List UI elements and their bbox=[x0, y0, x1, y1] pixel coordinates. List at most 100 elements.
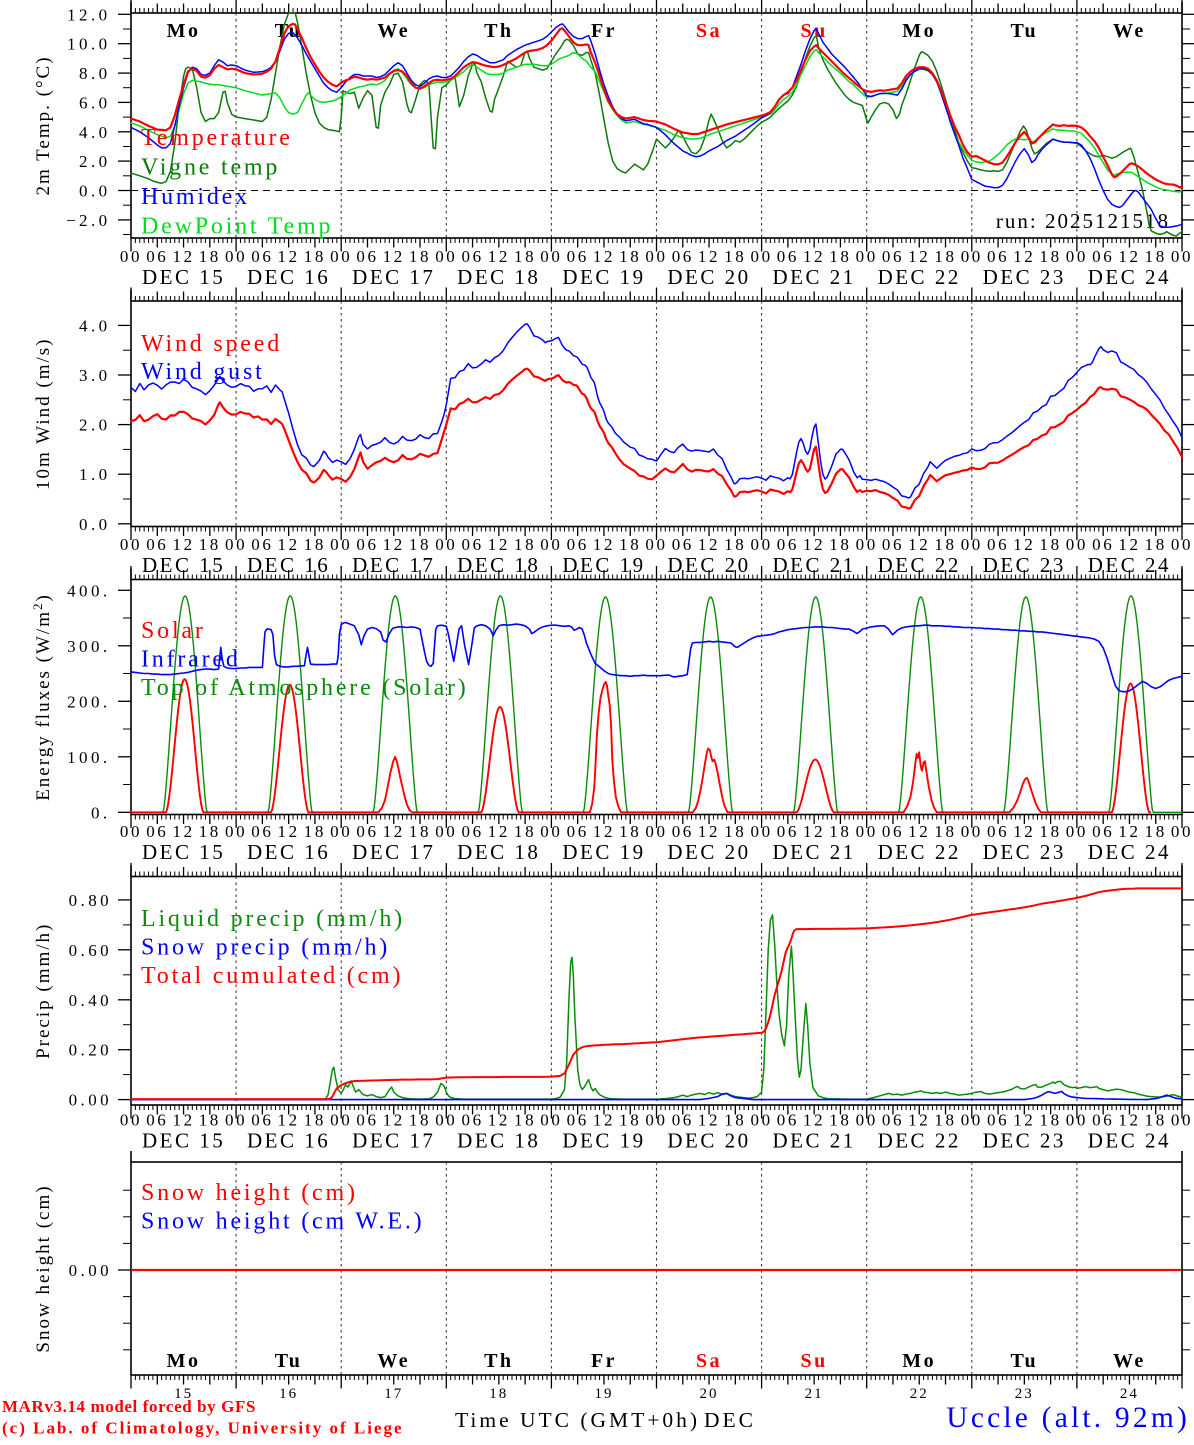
svg-text:18: 18 bbox=[934, 822, 956, 841]
svg-text:12: 12 bbox=[908, 1111, 930, 1130]
svg-text:18: 18 bbox=[199, 247, 221, 266]
svg-text:06: 06 bbox=[567, 1111, 589, 1130]
svg-text:Wind gust: Wind gust bbox=[141, 359, 265, 385]
svg-text:18: 18 bbox=[724, 1111, 746, 1130]
svg-text:DEC 23: DEC 23 bbox=[983, 840, 1066, 864]
svg-text:18: 18 bbox=[1145, 535, 1167, 554]
svg-text:2m Temp. (°C): 2m Temp. (°C) bbox=[33, 55, 54, 195]
svg-text:DewPoint Temp: DewPoint Temp bbox=[141, 214, 333, 240]
svg-text:06: 06 bbox=[356, 535, 378, 554]
svg-text:18: 18 bbox=[409, 247, 431, 266]
svg-text:18: 18 bbox=[1039, 247, 1061, 266]
svg-text:400.: 400. bbox=[67, 581, 110, 600]
svg-text:06: 06 bbox=[1092, 1111, 1114, 1130]
svg-text:3.0: 3.0 bbox=[79, 366, 110, 385]
svg-text:18: 18 bbox=[304, 247, 326, 266]
svg-text:DEC 20: DEC 20 bbox=[667, 1129, 750, 1153]
svg-text:06: 06 bbox=[251, 247, 273, 266]
svg-text:00: 00 bbox=[435, 535, 457, 554]
svg-text:06: 06 bbox=[567, 247, 589, 266]
svg-text:1.0: 1.0 bbox=[79, 465, 110, 484]
svg-text:00: 00 bbox=[1066, 1111, 1088, 1130]
svg-text:DEC 24: DEC 24 bbox=[1088, 840, 1171, 864]
svg-text:12: 12 bbox=[277, 535, 299, 554]
svg-text:06: 06 bbox=[882, 822, 904, 841]
svg-text:18: 18 bbox=[514, 822, 536, 841]
svg-text:Tu: Tu bbox=[275, 20, 303, 42]
svg-text:We: We bbox=[377, 1350, 410, 1372]
svg-text:DEC 23: DEC 23 bbox=[983, 553, 1066, 577]
svg-text:00: 00 bbox=[330, 1111, 352, 1130]
svg-text:DEC 19: DEC 19 bbox=[562, 1129, 645, 1153]
svg-text:12: 12 bbox=[172, 822, 194, 841]
svg-text:18: 18 bbox=[1039, 535, 1061, 554]
svg-text:DEC 18: DEC 18 bbox=[457, 553, 540, 577]
svg-text:18: 18 bbox=[724, 535, 746, 554]
svg-text:06: 06 bbox=[882, 535, 904, 554]
svg-text:0.00: 0.00 bbox=[69, 1261, 112, 1280]
svg-text:00: 00 bbox=[330, 535, 352, 554]
svg-text:Energy fluxes (W/m2): Energy fluxes (W/m2) bbox=[30, 593, 55, 801]
svg-text:run: 2025121518: run: 2025121518 bbox=[996, 209, 1170, 233]
svg-text:Tu: Tu bbox=[1010, 1350, 1038, 1372]
svg-text:00: 00 bbox=[120, 247, 142, 266]
svg-text:0.40: 0.40 bbox=[69, 991, 112, 1010]
svg-text:12: 12 bbox=[1013, 535, 1035, 554]
svg-text:18: 18 bbox=[199, 822, 221, 841]
svg-text:06: 06 bbox=[251, 822, 273, 841]
svg-text:00: 00 bbox=[1066, 822, 1088, 841]
svg-text:18: 18 bbox=[304, 1111, 326, 1130]
svg-text:12: 12 bbox=[698, 535, 720, 554]
svg-text:12: 12 bbox=[172, 247, 194, 266]
svg-text:18: 18 bbox=[724, 822, 746, 841]
svg-text:8.0: 8.0 bbox=[79, 64, 110, 83]
svg-text:00: 00 bbox=[856, 1111, 878, 1130]
svg-text:18: 18 bbox=[409, 1111, 431, 1130]
svg-text:18: 18 bbox=[514, 247, 536, 266]
svg-text:18: 18 bbox=[829, 535, 851, 554]
svg-text:12: 12 bbox=[908, 535, 930, 554]
svg-text:18: 18 bbox=[1145, 247, 1167, 266]
svg-text:00: 00 bbox=[435, 822, 457, 841]
svg-text:MARv3.14 model forced by GFS: MARv3.14 model forced by GFS bbox=[2, 1397, 256, 1416]
svg-text:22: 22 bbox=[910, 1386, 929, 1402]
svg-text:Wind speed: Wind speed bbox=[141, 331, 282, 357]
svg-text:Su: Su bbox=[800, 20, 827, 42]
svg-text:00: 00 bbox=[645, 247, 667, 266]
svg-text:00: 00 bbox=[961, 535, 983, 554]
svg-text:DEC 16: DEC 16 bbox=[247, 1129, 330, 1153]
svg-text:00: 00 bbox=[856, 247, 878, 266]
svg-text:Fr: Fr bbox=[591, 20, 617, 42]
svg-text:06: 06 bbox=[1092, 822, 1114, 841]
svg-text:16: 16 bbox=[279, 1386, 298, 1402]
svg-text:06: 06 bbox=[1092, 247, 1114, 266]
svg-text:06: 06 bbox=[461, 1111, 483, 1130]
svg-text:23: 23 bbox=[1015, 1386, 1034, 1402]
svg-text:12: 12 bbox=[1118, 535, 1140, 554]
svg-text:−2.0: −2.0 bbox=[66, 211, 110, 230]
svg-text:12: 12 bbox=[593, 247, 615, 266]
svg-text:18: 18 bbox=[489, 1386, 508, 1402]
svg-text:00: 00 bbox=[750, 1111, 772, 1130]
svg-text:DEC 21: DEC 21 bbox=[772, 840, 855, 864]
svg-text:00: 00 bbox=[540, 535, 562, 554]
svg-text:2.0: 2.0 bbox=[79, 416, 110, 435]
svg-text:12: 12 bbox=[1013, 822, 1035, 841]
svg-text:06: 06 bbox=[567, 822, 589, 841]
svg-text:06: 06 bbox=[146, 535, 168, 554]
svg-text:2.0: 2.0 bbox=[79, 152, 110, 171]
svg-text:12: 12 bbox=[593, 822, 615, 841]
svg-text:00: 00 bbox=[645, 1111, 667, 1130]
svg-text:Infrared: Infrared bbox=[141, 647, 241, 673]
svg-text:20: 20 bbox=[700, 1386, 719, 1402]
svg-text:18: 18 bbox=[619, 822, 641, 841]
svg-text:DEC 17: DEC 17 bbox=[352, 265, 435, 289]
svg-text:12: 12 bbox=[698, 822, 720, 841]
svg-text:DEC 17: DEC 17 bbox=[352, 553, 435, 577]
svg-text:00: 00 bbox=[120, 1111, 142, 1130]
svg-text:DEC 22: DEC 22 bbox=[878, 265, 961, 289]
svg-text:DEC 23: DEC 23 bbox=[983, 265, 1066, 289]
svg-text:12: 12 bbox=[1118, 247, 1140, 266]
svg-text:06: 06 bbox=[461, 535, 483, 554]
svg-text:DEC 16: DEC 16 bbox=[247, 840, 330, 864]
